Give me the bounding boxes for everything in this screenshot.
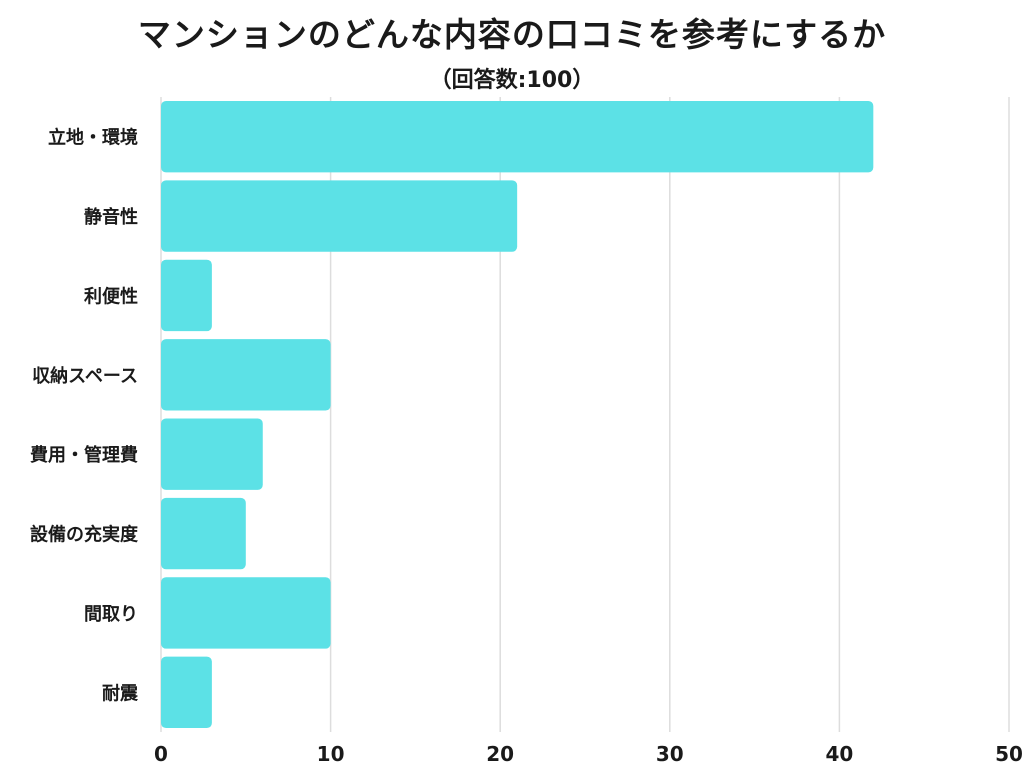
bar: [161, 259, 212, 332]
category-label: 費用・管理費: [30, 444, 138, 466]
bar: [161, 100, 874, 173]
bars: [161, 100, 874, 729]
x-tick-label: 30: [656, 742, 684, 766]
chart-title: マンションのどんな内容の口コミを参考にするか: [137, 15, 887, 54]
category-label: 間取り: [84, 604, 138, 625]
category-label: 静音性: [84, 206, 138, 228]
bar: [161, 497, 246, 570]
bar: [161, 577, 331, 649]
category-label: 収納スペース: [32, 365, 138, 387]
category-label: 設備の充実度: [30, 524, 139, 546]
bar: [161, 339, 331, 411]
chart-subtitle: （回答数:100）: [429, 68, 595, 93]
bar: [161, 180, 518, 252]
x-tick-label: 0: [154, 742, 168, 766]
x-tick-label: 40: [825, 742, 853, 766]
category-label: 利便性: [84, 285, 138, 307]
x-tick-label: 10: [317, 742, 345, 766]
x-tick-labels: 0 10 20 30 40 50: [154, 742, 1023, 766]
category-label: 耐震: [102, 682, 139, 704]
bar: [161, 656, 212, 729]
category-label: 立地・環境: [48, 127, 138, 149]
bar: [161, 418, 263, 490]
x-tick-label: 50: [995, 742, 1023, 766]
x-tick-label: 20: [486, 742, 514, 766]
